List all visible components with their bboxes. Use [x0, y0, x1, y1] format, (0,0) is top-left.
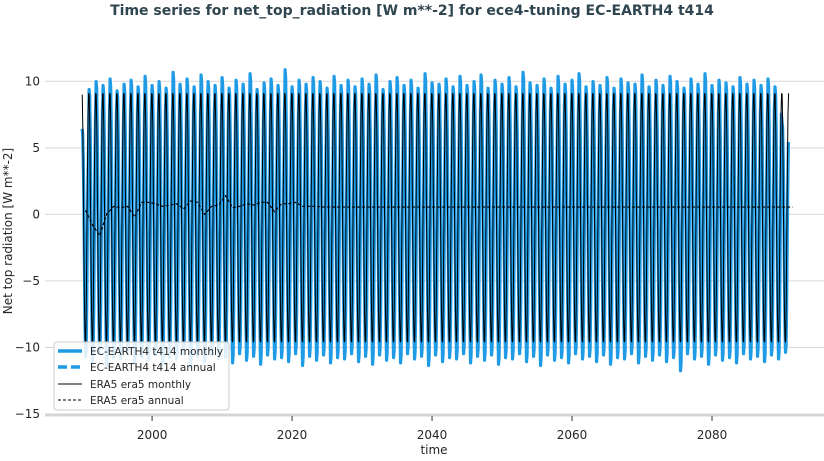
legend-label: ERA5 era5 annual	[90, 395, 184, 407]
y-tick-label: −10	[15, 340, 40, 354]
chart-title: Time series for net_top_radiation [W m**…	[110, 3, 714, 19]
series-era5-annual	[85, 194, 793, 238]
plot-area	[80, 68, 793, 373]
legend-label: EC-EARTH4 t414 annual	[90, 362, 216, 374]
y-tick-label: −5	[22, 274, 40, 288]
legend-label: ERA5 era5 monthly	[90, 379, 191, 391]
series-era5-monthly	[81, 93, 790, 343]
legend: EC-EARTH4 t414 monthly EC-EARTH4 t414 an…	[53, 341, 230, 411]
y-tick-label: 10	[25, 74, 40, 88]
y-axis-label: Net top radiation [W m**-2]	[1, 148, 15, 314]
x-tick-label: 2020	[277, 428, 308, 442]
x-tick-label: 2000	[137, 428, 168, 442]
y-tick-label: −15	[15, 407, 40, 421]
y-tick-label: 0	[32, 207, 40, 221]
x-tick-label: 2040	[417, 428, 448, 442]
legend-label: EC-EARTH4 t414 monthly	[90, 346, 223, 358]
x-tick-label: 2060	[557, 428, 588, 442]
axes: −15 −10 −5 0 5 10 2000 2020 2040 2060 2080	[15, 74, 824, 442]
x-tick-label: 2080	[697, 428, 728, 442]
x-axis-label: time	[420, 443, 447, 457]
y-tick-label: 5	[32, 141, 40, 155]
legend-box	[53, 341, 230, 411]
